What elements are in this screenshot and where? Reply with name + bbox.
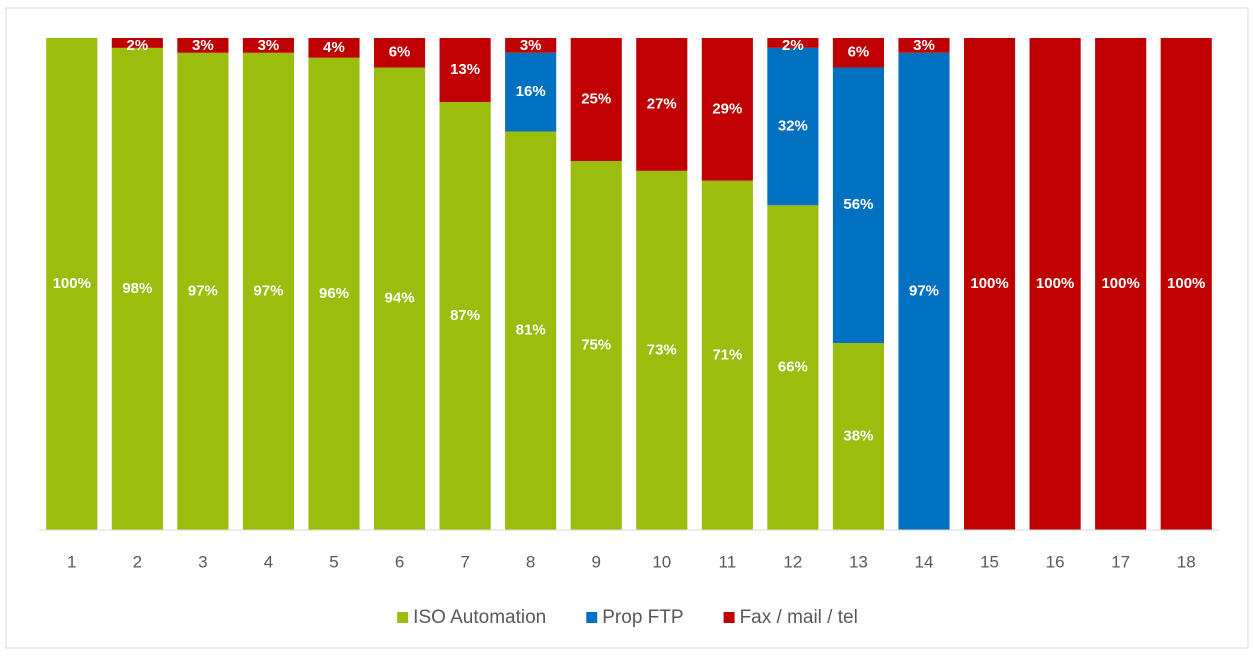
x-tick-label: 8 — [526, 552, 535, 571]
bar-segment — [439, 38, 491, 102]
data-label: 98% — [122, 280, 152, 297]
data-label: 16% — [516, 83, 546, 100]
data-label: 3% — [913, 37, 935, 54]
x-tick-label: 5 — [329, 552, 338, 571]
bar-segment — [505, 131, 557, 531]
data-label: 4% — [323, 39, 345, 56]
bar-segment — [1095, 38, 1147, 530]
bar-segment — [1029, 38, 1081, 530]
data-label: 66% — [778, 359, 808, 376]
bar-segment — [1160, 38, 1212, 530]
x-tick-label: 18 — [1177, 552, 1196, 571]
x-tick-label: 11 — [719, 552, 737, 571]
legend-label: ISO Automation — [413, 607, 546, 628]
data-label: 3% — [192, 37, 214, 54]
x-tick-label: 6 — [395, 552, 404, 571]
legend-label: Fax / mail / tel — [740, 607, 858, 628]
data-label: 100% — [1167, 275, 1205, 292]
x-tick-label: 14 — [915, 552, 934, 571]
data-label: 38% — [843, 427, 873, 444]
data-label: 32% — [778, 118, 808, 135]
data-label: 100% — [53, 275, 91, 292]
data-label: 13% — [450, 61, 480, 78]
bar-segment — [767, 205, 819, 530]
data-label: 71% — [712, 346, 742, 363]
data-label: 29% — [712, 100, 742, 117]
x-tick-label: 16 — [1046, 552, 1065, 571]
data-label: 100% — [1101, 275, 1139, 292]
x-tick-label: 10 — [652, 552, 671, 571]
data-label: 25% — [581, 90, 611, 107]
bar-segment — [111, 47, 163, 531]
bar-segment — [570, 38, 622, 161]
data-label: 75% — [581, 336, 611, 353]
data-label: 97% — [253, 282, 283, 299]
data-label: 73% — [647, 341, 677, 358]
x-tick-label: 3 — [198, 552, 207, 571]
x-tick-label: 15 — [980, 552, 999, 571]
bar-segment — [505, 38, 557, 53]
bar-segment — [308, 38, 360, 58]
data-label: 3% — [258, 37, 280, 54]
bar-segment — [46, 38, 98, 530]
bar-segment — [439, 101, 491, 531]
x-tick-label: 7 — [460, 552, 469, 571]
data-label: 96% — [319, 285, 349, 302]
x-tick-label: 1 — [67, 552, 76, 571]
bar-segment — [767, 38, 819, 48]
x-tick-label: 2 — [133, 552, 142, 571]
bar-segment — [505, 52, 557, 132]
x-tick-label: 17 — [1111, 552, 1130, 571]
data-label: 97% — [909, 282, 939, 299]
data-label: 6% — [389, 44, 411, 61]
bar-segment — [832, 67, 885, 344]
data-label: 100% — [1036, 275, 1074, 292]
bar-segment — [242, 52, 295, 530]
data-label: 94% — [385, 290, 415, 307]
data-label: 100% — [970, 275, 1008, 292]
legend-swatch — [397, 612, 409, 623]
bar-segment — [177, 38, 229, 53]
bar-segment — [373, 38, 426, 68]
bar-segment — [963, 38, 1016, 530]
bar-segment — [701, 38, 753, 181]
data-label: 2% — [126, 37, 148, 54]
data-label: 97% — [188, 282, 218, 299]
legend-label: Prop FTP — [602, 607, 683, 628]
bar-segment — [832, 38, 885, 68]
data-label: 3% — [520, 37, 542, 54]
data-label: 81% — [516, 322, 546, 339]
bar-segment — [636, 170, 688, 530]
bar-segment — [636, 38, 688, 171]
bar-segment — [898, 52, 950, 530]
bar-segment — [898, 38, 950, 53]
bar-segment — [308, 57, 360, 531]
x-tick-label: 12 — [783, 552, 802, 571]
data-label: 27% — [647, 95, 677, 112]
bar-segment — [570, 161, 622, 530]
legend-swatch — [586, 612, 598, 623]
bar-segment — [177, 52, 229, 530]
bar-segment — [832, 343, 885, 530]
data-label: 6% — [848, 44, 870, 61]
legend-swatch — [723, 612, 735, 623]
data-label: 87% — [450, 307, 480, 324]
bar-segment — [111, 38, 163, 48]
x-tick-label: 13 — [849, 552, 868, 571]
bar-segment — [242, 38, 295, 53]
data-label: 56% — [843, 196, 873, 213]
bar-segment — [373, 67, 426, 531]
bar-segment — [767, 47, 819, 206]
x-tick-label: 4 — [264, 552, 273, 571]
data-label: 2% — [782, 37, 804, 54]
bar-segment — [701, 180, 753, 530]
x-tick-label: 9 — [591, 552, 600, 571]
